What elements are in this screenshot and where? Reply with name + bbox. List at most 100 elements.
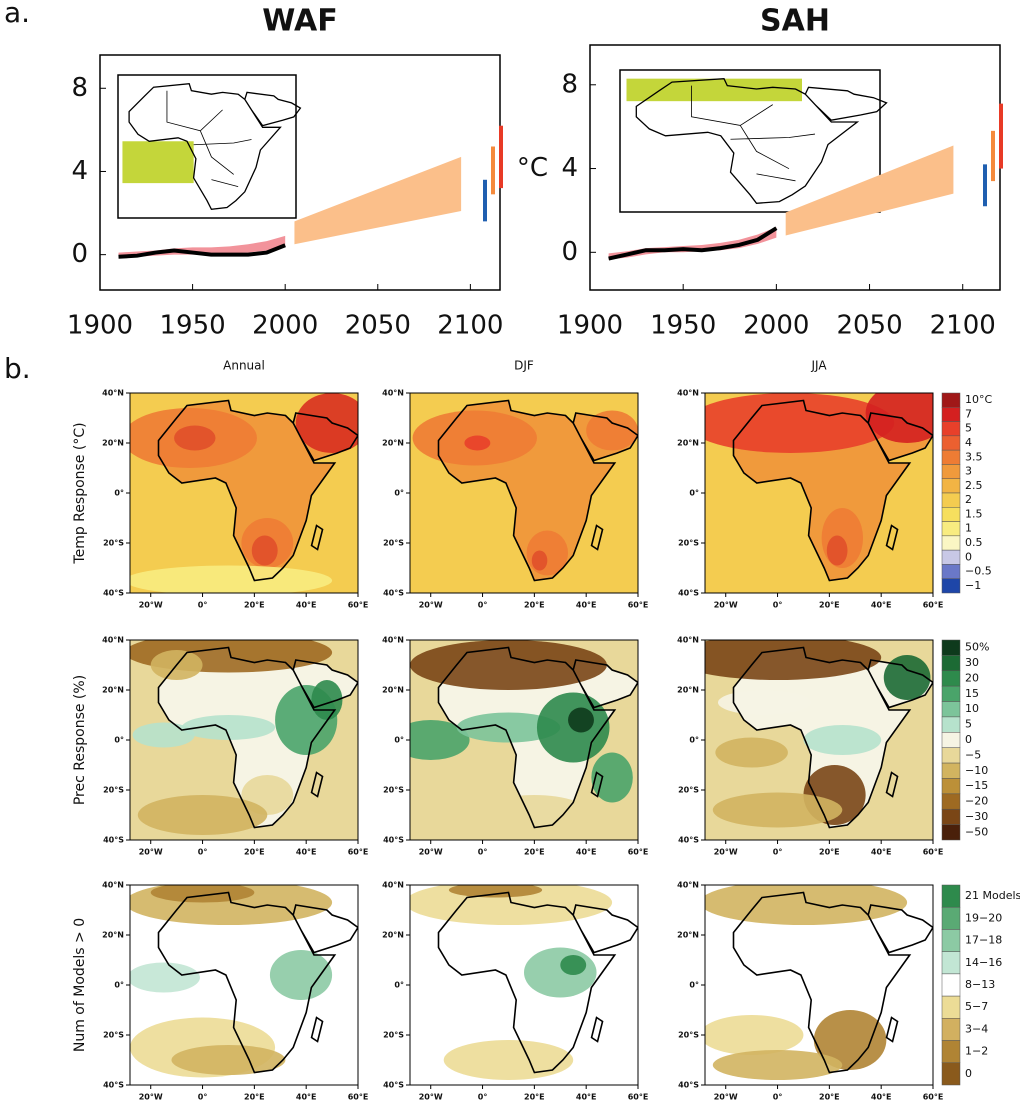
legend-swatch [941, 564, 961, 579]
x-tick-label: 1950 [160, 311, 226, 341]
field [826, 535, 848, 566]
legend-label: 2.5 [965, 479, 983, 492]
map [410, 640, 638, 840]
legend-swatch [941, 478, 961, 494]
lat-label: 20°S [103, 786, 124, 795]
field [712, 792, 843, 828]
lat-label: 0° [394, 981, 404, 990]
legend-swatch [941, 639, 961, 656]
coastline [732, 891, 933, 1074]
legend-label: 4 [965, 436, 972, 449]
legend-label: −5 [965, 748, 981, 761]
lon-label: 0° [478, 601, 488, 610]
lat-label: 20°S [103, 1031, 124, 1040]
field [803, 725, 882, 755]
legend-label: −1 [965, 579, 981, 592]
lon-label: 20°E [819, 848, 840, 857]
lon-label: 20°E [244, 1093, 265, 1102]
field [477, 795, 592, 835]
legend-label: 30 [965, 656, 979, 669]
column-title: JJA [810, 359, 827, 373]
lat-label: 40°N [102, 881, 124, 890]
legend-swatch [941, 995, 961, 1019]
chart-title: WAF [262, 4, 337, 39]
legend-swatch [941, 747, 961, 764]
legend-swatch [941, 716, 961, 733]
lon-label: 0° [773, 1093, 783, 1102]
line [608, 226, 778, 261]
coastline [157, 646, 358, 829]
x-tick-label: 2000 [743, 311, 809, 341]
legend-label: 5 [965, 718, 972, 731]
legend-label: 50% [965, 641, 989, 654]
lon-label: 20°E [244, 848, 265, 857]
lat-label: 0° [114, 981, 124, 990]
lon-label: 0° [478, 1093, 488, 1102]
legend-label: 19−20 [965, 911, 1002, 924]
range-bar [999, 103, 1003, 169]
legend-swatch [941, 464, 961, 479]
lon-label: 60°E [923, 1093, 944, 1102]
coastline [157, 891, 358, 1074]
coastline [437, 891, 638, 1074]
field [568, 707, 594, 733]
lat-label: 40°N [382, 881, 404, 890]
field [560, 955, 587, 975]
field [591, 752, 633, 803]
legend-label: 1−2 [965, 1045, 988, 1058]
row-label: Prec Response (%) [72, 675, 88, 805]
row-label: Num of Models > 0 [72, 918, 88, 1052]
lon-label: 20°W [714, 1093, 738, 1102]
legend-swatch [941, 929, 961, 952]
legend-swatch [941, 655, 961, 672]
y-tick-label: 0 [71, 239, 88, 269]
x-tick-label: 2000 [252, 311, 318, 341]
x-tick-label: 2050 [345, 311, 411, 341]
lat-label: 0° [394, 736, 404, 745]
lat-label: 0° [689, 981, 699, 990]
legend-label: 17−18 [965, 934, 1002, 947]
lon-label: 20°E [819, 601, 840, 610]
legend-label: 10 [965, 702, 979, 715]
legend-swatch [941, 973, 961, 997]
lon-label: 40°E [576, 1093, 597, 1102]
legend-swatch [941, 535, 961, 551]
field [137, 795, 268, 835]
inset-coast [128, 83, 302, 210]
legend-swatch [941, 435, 961, 451]
lat-label: 20°N [102, 439, 124, 448]
inset-borders [691, 85, 816, 182]
legend-swatch [941, 808, 961, 825]
field [171, 1045, 286, 1075]
y-tick-label: 8 [561, 69, 578, 99]
lat-label: 40°S [678, 589, 699, 598]
field [813, 1010, 887, 1070]
lon-label: 0° [773, 848, 783, 857]
lat-label: 20°S [103, 539, 124, 548]
legend-label: 21 Models [965, 889, 1020, 902]
lat-label: 0° [689, 489, 699, 498]
lon-label: 0° [773, 601, 783, 610]
lon-label: 60°E [923, 601, 944, 610]
legend-swatch [941, 951, 961, 975]
row-label: Temp Response (°C) [72, 422, 88, 564]
lon-label: 60°E [628, 1093, 649, 1102]
lon-label: 20°E [244, 601, 265, 610]
lat-label: 20°S [678, 786, 699, 795]
coastline [437, 646, 638, 829]
field [531, 550, 548, 571]
field [717, 690, 812, 715]
field [174, 425, 216, 451]
lat-label: 20°N [382, 439, 404, 448]
lon-label: 0° [198, 601, 208, 610]
y-tick-label: 4 [71, 156, 88, 186]
field [443, 1040, 574, 1080]
y-tick-label: 0 [561, 237, 578, 267]
chart-title: SAH [760, 4, 830, 39]
lon-label: 20°W [714, 848, 738, 857]
lon-label: 40°E [871, 601, 892, 610]
legend-label: 1.5 [965, 507, 983, 520]
field [130, 565, 333, 593]
lat-label: 20°N [677, 931, 699, 940]
